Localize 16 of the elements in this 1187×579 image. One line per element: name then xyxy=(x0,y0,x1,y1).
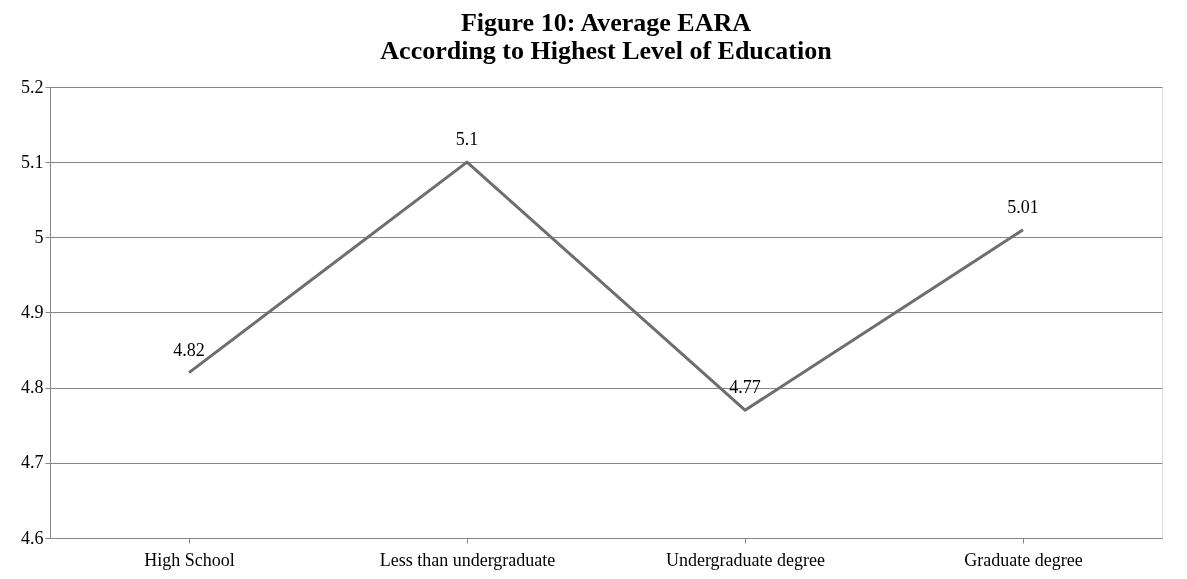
data-label: 5.1 xyxy=(455,129,479,150)
x-tick-label: Undergraduate degree xyxy=(665,549,826,570)
x-tick-label: Graduate degree xyxy=(964,549,1083,570)
y-tick-label: 4.6 xyxy=(21,527,44,548)
data-label: 4.77 xyxy=(729,377,761,398)
y-tick-label: 5 xyxy=(34,226,44,247)
y-tick-label: 5.2 xyxy=(21,76,44,97)
data-label: 4.82 xyxy=(173,339,205,360)
data-label: 5.01 xyxy=(1007,196,1039,217)
x-tick-label: High School xyxy=(144,549,235,570)
y-tick-label: 5.1 xyxy=(21,151,44,172)
y-tick-label: 4.7 xyxy=(21,452,44,473)
x-tick-label: Less than undergraduate xyxy=(379,549,556,570)
chart-title: Figure 10: Average EARA According to Highest Level of Education xyxy=(380,8,833,65)
y-tick-label: 4.9 xyxy=(21,302,44,322)
y-tick-label: 4.8 xyxy=(21,377,44,398)
